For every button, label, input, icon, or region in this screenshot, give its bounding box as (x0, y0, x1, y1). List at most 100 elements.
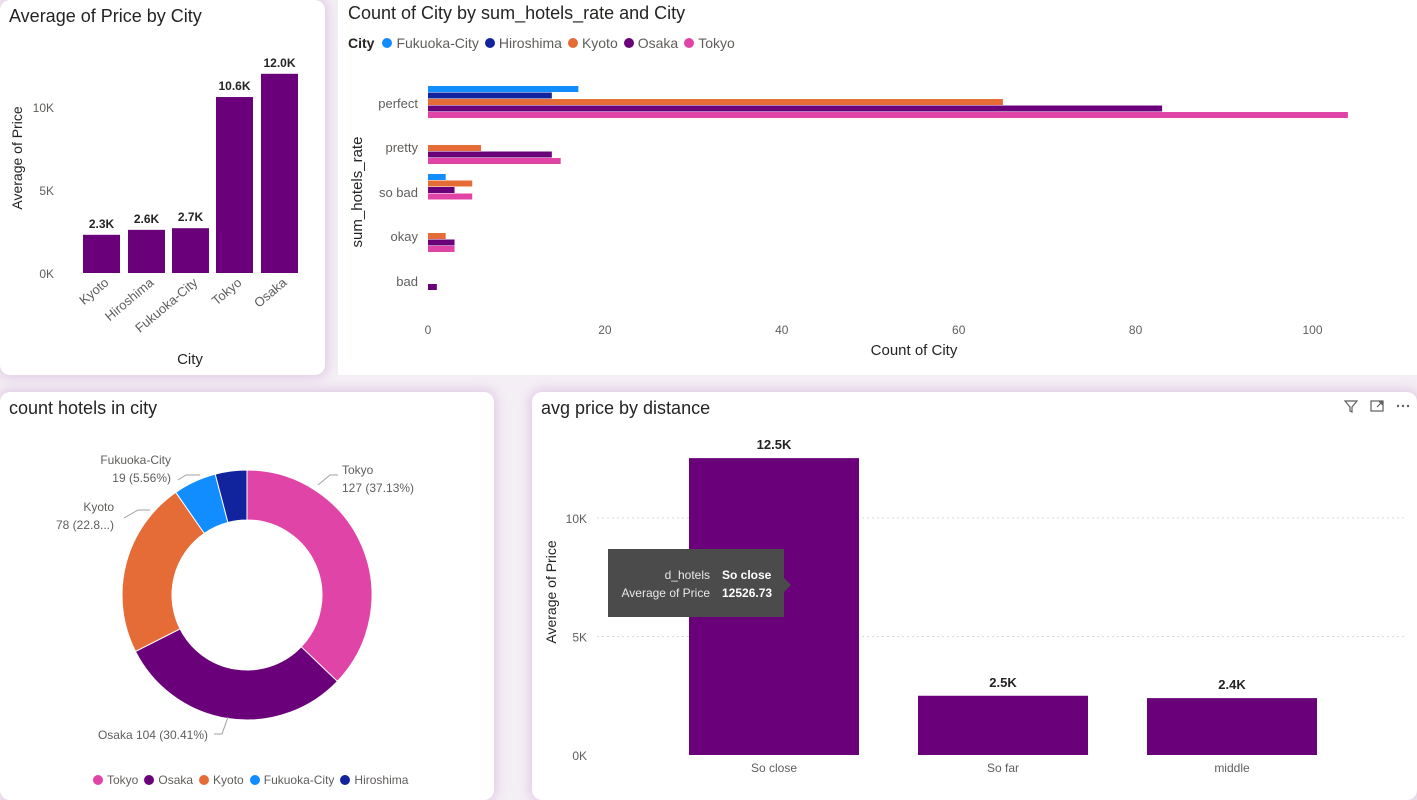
slice-label-detail: 19 (5.56%) (112, 471, 171, 485)
legend-item-osaka[interactable]: Osaka (623, 35, 679, 51)
legend-item-kyoto[interactable]: Kyoto (567, 35, 618, 51)
bar[interactable] (428, 151, 552, 158)
legend-item-tokyo[interactable]: Tokyo (93, 773, 138, 787)
donut-slice[interactable] (134, 628, 339, 721)
data-label: 2.7K (178, 210, 204, 224)
count-city-by-rate-chart: perfect pretty so bad okay bad 0 20 40 60 80 100 Co… (349, 86, 1348, 359)
more-options-icon[interactable] (1395, 398, 1411, 417)
legend-item-osaka[interactable]: Osaka (144, 773, 193, 787)
donut-slice[interactable] (246, 469, 373, 683)
bar[interactable] (918, 695, 1088, 755)
tooltip-row: d_hotels So close (608, 568, 784, 584)
y-tick-label: bad (396, 274, 418, 289)
filter-icon-glyph (1343, 400, 1359, 413)
count-hotels-title: count hotels in city (9, 398, 158, 418)
legend-dot (93, 775, 103, 785)
filter-icon[interactable] (1343, 398, 1359, 417)
visual-header-icons (1343, 398, 1411, 417)
legend-dot (340, 775, 351, 785)
bar[interactable] (428, 174, 446, 180)
slice-label-detail: 78 (22.8...) (56, 518, 114, 532)
tooltip-key: Average of Price (621, 586, 711, 600)
legend-label: Kyoto (581, 35, 618, 51)
bar[interactable] (172, 228, 209, 273)
y-axis-title: Average of Price (543, 540, 559, 643)
avg-price-by-city-card[interactable]: Average of Price by City 0K 5K 10K Average … (0, 0, 325, 375)
x-tick-label: Osaka (251, 274, 290, 310)
legend-dot (382, 38, 393, 48)
data-label: 10.6K (218, 79, 250, 93)
bar[interactable] (261, 73, 298, 273)
y-tick-label: perfect (378, 96, 418, 111)
legend-label: Hiroshima (354, 773, 409, 787)
legend-item-fukuoka[interactable]: Fukuoka-City (249, 773, 334, 787)
donut-slice[interactable] (121, 491, 205, 653)
x-tick-label: 100 (1302, 323, 1322, 337)
bar[interactable] (428, 180, 473, 187)
bar[interactable] (428, 284, 437, 290)
x-tick-label: Tokyo (209, 275, 245, 308)
bar[interactable] (428, 239, 455, 246)
legend-dot (484, 38, 495, 48)
bar[interactable] (428, 112, 1348, 118)
slice-label-detail: Osaka 104 (30.41%) (98, 728, 208, 742)
bar[interactable] (83, 234, 120, 273)
legend-dot (249, 775, 260, 785)
legend-label: Tokyo (698, 35, 735, 51)
donut-legend: Tokyo Osaka Kyoto Fukuoka-City Hiroshima (93, 773, 414, 787)
bar[interactable] (1147, 698, 1317, 755)
count-hotels-in-city-card[interactable]: count hotels in city Tokyo 127 (37.13%) Os… (0, 392, 494, 800)
leader-line (123, 509, 150, 519)
count-city-by-rate-card[interactable]: Count of City by sum_hotels_rate and Cit… (338, 0, 1417, 375)
y-tick-label: 5K (39, 184, 54, 198)
y-tick-label: 10K (566, 512, 587, 526)
bar[interactable] (428, 246, 455, 252)
legend-item-hiroshima[interactable]: Hiroshima (484, 35, 562, 51)
slice-label-name: Tokyo (342, 463, 374, 477)
leader-line (317, 474, 338, 486)
x-axis-title: Count of City (871, 342, 958, 359)
bar[interactable] (428, 92, 552, 99)
legend-label: Osaka (637, 35, 679, 51)
bar[interactable] (428, 86, 579, 92)
legend-item-fukuoka[interactable]: Fukuoka-City (382, 35, 479, 51)
tooltip-value: 12526.73 (722, 586, 773, 600)
y-tick-label: 0K (572, 749, 587, 763)
x-tick-label: middle (1214, 761, 1250, 775)
leader-line (214, 716, 229, 735)
bar[interactable] (428, 187, 455, 193)
bar[interactable] (428, 193, 473, 200)
legend-label: Tokyo (107, 773, 139, 787)
y-axis-title: sum_hotels_rate (349, 137, 366, 248)
tooltip-key: d_hotels (664, 568, 710, 582)
bar[interactable] (216, 97, 253, 273)
legend-item-hiroshima[interactable]: Hiroshima (340, 773, 408, 787)
bar[interactable] (428, 233, 446, 239)
expand-icon[interactable] (1369, 398, 1385, 417)
data-label: 2.5K (989, 675, 1017, 690)
bar[interactable] (428, 99, 1003, 105)
city-legend: City Fukuoka-City Hiroshima Kyoto Osaka … (348, 35, 741, 51)
donut-slice[interactable] (214, 469, 248, 524)
legend-item-tokyo[interactable]: Tokyo (684, 35, 735, 51)
x-axis-title: City (177, 351, 203, 368)
avg-price-by-city-title: Average of Price by City (9, 6, 202, 26)
x-tick-label: 40 (775, 323, 789, 337)
x-tick-label: So close (751, 761, 797, 775)
legend-label: Fukuoka-City (396, 35, 479, 51)
count-hotels-donut-chart: Tokyo 127 (37.13%) Osaka 104 (30.41%) Kyoto… (56, 453, 414, 742)
legend-dot (144, 775, 155, 785)
slice-label-detail: 127 (37.13%) (342, 481, 414, 495)
data-label: 2.6K (134, 212, 160, 226)
bar[interactable] (428, 145, 482, 151)
avg-price-by-distance-card[interactable]: avg price by distance 0K 5K 10K Average of … (532, 392, 1417, 800)
data-label: 12.5K (757, 437, 792, 452)
bar[interactable] (428, 105, 1163, 112)
bar[interactable] (428, 158, 561, 164)
legend-label: Kyoto (213, 773, 244, 787)
count-city-by-rate-title: Count of City by sum_hotels_rate and Cit… (348, 3, 686, 23)
more-options-icon-glyph (1396, 404, 1410, 408)
legend-item-kyoto[interactable]: Kyoto (199, 773, 244, 787)
bar[interactable] (128, 229, 165, 273)
